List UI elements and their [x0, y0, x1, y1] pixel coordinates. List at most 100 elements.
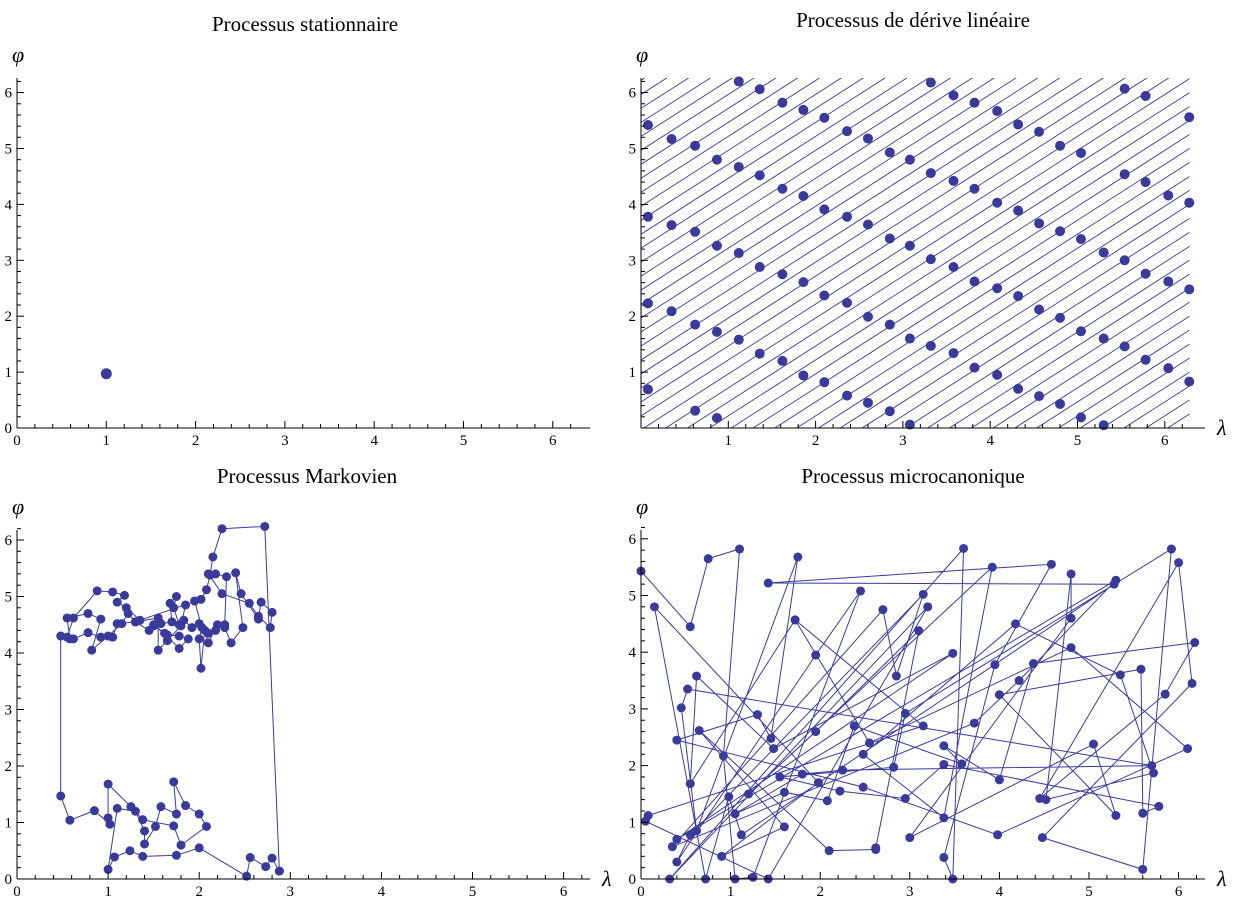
data-point	[169, 777, 179, 787]
data-point	[171, 592, 181, 601]
y-axis-label: φ	[12, 494, 24, 519]
data-point	[666, 133, 677, 144]
drift-line	[1079, 357, 1190, 428]
data-point	[1013, 383, 1024, 394]
chart-title: Processus microcanonique	[801, 464, 1024, 488]
data-point	[798, 191, 809, 202]
data-point	[992, 369, 1003, 380]
data-point	[1098, 247, 1109, 258]
data-point	[1138, 864, 1148, 874]
y-tick-label: 6	[5, 86, 13, 102]
data-point	[162, 630, 172, 640]
data-point	[835, 786, 845, 796]
drift-line	[641, 78, 1039, 333]
data-point	[711, 240, 722, 251]
data-point	[103, 864, 113, 874]
data-point	[811, 650, 821, 660]
drift-line	[641, 78, 1017, 319]
data-point	[112, 597, 122, 607]
x-tick-label: 2	[192, 433, 200, 449]
x-tick-label: 1	[104, 884, 112, 900]
data-point	[793, 552, 803, 562]
y-tick-label: 4	[5, 646, 13, 662]
data-point	[987, 562, 997, 572]
data-point	[217, 524, 227, 534]
data-point	[62, 613, 72, 623]
data-point	[211, 625, 221, 635]
data-point	[238, 623, 248, 633]
data-point	[948, 262, 959, 273]
data-point	[884, 319, 895, 330]
data-point	[1174, 558, 1184, 568]
y-tick-label: 5	[629, 589, 637, 605]
data-point	[798, 104, 809, 115]
x-axis-label: λ	[1216, 415, 1227, 440]
x-tick-label: 2	[816, 884, 824, 900]
data-point	[1147, 761, 1157, 771]
data-point	[711, 412, 722, 423]
data-point	[736, 830, 746, 840]
data-point	[96, 614, 106, 624]
data-point	[1055, 226, 1066, 237]
data-point	[1115, 670, 1125, 680]
data-point	[754, 170, 765, 181]
drift-line	[641, 78, 908, 249]
data-point	[226, 638, 236, 648]
data-point	[119, 590, 129, 600]
x-tick-label: 3	[287, 884, 295, 900]
data-point	[676, 703, 686, 713]
data-point	[196, 663, 206, 673]
data-point	[672, 834, 682, 844]
y-tick-label: 6	[629, 86, 637, 102]
data-point	[171, 850, 181, 860]
data-point	[1013, 205, 1024, 216]
data-point	[891, 671, 901, 681]
drift-line	[926, 259, 1190, 428]
data-point	[176, 840, 186, 850]
data-point	[89, 806, 99, 816]
data-point	[174, 620, 184, 630]
data-point	[819, 112, 830, 123]
y-axis-label: φ	[636, 494, 648, 519]
data-point	[1046, 559, 1056, 569]
y-tick-label: 6	[629, 532, 637, 548]
data-point	[666, 306, 677, 317]
data-point	[925, 77, 936, 88]
x-tick-label: 1	[103, 433, 111, 449]
data-point	[108, 632, 118, 642]
data-point	[1034, 304, 1045, 315]
x-axis-label: λ	[601, 866, 612, 891]
data-point	[666, 220, 677, 231]
data-point	[733, 76, 744, 87]
data-point	[194, 809, 204, 819]
data-point	[1187, 678, 1197, 688]
drift-line	[817, 190, 1190, 428]
drift-line	[641, 78, 1126, 389]
x-tick-label: 4	[986, 433, 994, 449]
data-point	[126, 802, 136, 812]
x-tick-label: 1	[727, 884, 735, 900]
data-point	[904, 154, 915, 165]
y-tick-label: 4	[629, 645, 637, 661]
data-point	[267, 607, 277, 617]
data-point	[819, 290, 830, 301]
data-point	[150, 821, 160, 831]
y-axis-label: φ	[636, 42, 648, 67]
y-tick-label: 1	[629, 365, 637, 381]
data-point	[779, 822, 789, 832]
data-point	[683, 684, 693, 694]
x-tick-label: 4	[378, 884, 386, 900]
data-point	[703, 554, 713, 564]
x-tick-label: 3	[899, 433, 907, 449]
data-point	[884, 147, 895, 158]
y-tick-label: 3	[5, 703, 13, 719]
data-point	[993, 830, 1003, 840]
data-point	[798, 370, 809, 381]
y-tick-label: 5	[5, 590, 13, 606]
x-axis-label: λ	[1216, 866, 1227, 891]
data-point	[904, 419, 915, 430]
data-point	[711, 154, 722, 165]
data-point	[718, 751, 728, 761]
data-point	[925, 340, 936, 351]
